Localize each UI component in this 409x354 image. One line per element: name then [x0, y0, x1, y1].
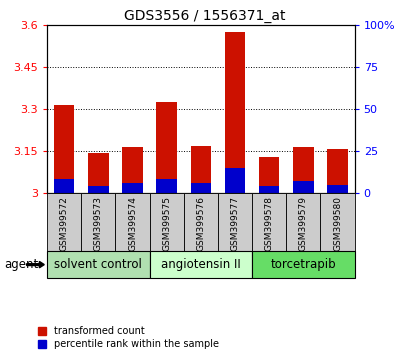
Text: torcetrapib: torcetrapib [270, 258, 335, 271]
FancyBboxPatch shape [183, 193, 218, 251]
Bar [292, 147, 313, 193]
Text: GSM399573: GSM399573 [94, 196, 103, 251]
Bar [258, 186, 279, 193]
Bar [190, 183, 211, 193]
Bar [156, 102, 177, 193]
FancyBboxPatch shape [47, 251, 149, 278]
FancyBboxPatch shape [81, 193, 115, 251]
FancyBboxPatch shape [285, 193, 320, 251]
FancyBboxPatch shape [252, 193, 285, 251]
Text: solvent control: solvent control [54, 258, 142, 271]
Bar [156, 179, 177, 193]
Text: GSM399576: GSM399576 [196, 196, 205, 251]
Text: GSM399578: GSM399578 [264, 196, 273, 251]
Bar [122, 147, 142, 193]
Bar [326, 149, 347, 193]
Bar [88, 186, 108, 193]
Text: GSM399579: GSM399579 [298, 196, 307, 251]
FancyBboxPatch shape [149, 251, 252, 278]
Bar [224, 168, 245, 193]
FancyBboxPatch shape [115, 193, 149, 251]
FancyBboxPatch shape [320, 193, 354, 251]
Bar [54, 179, 74, 193]
Bar [292, 181, 313, 193]
Bar [122, 183, 142, 193]
FancyBboxPatch shape [218, 193, 252, 251]
Text: GSM399580: GSM399580 [332, 196, 341, 251]
Text: GSM399577: GSM399577 [230, 196, 239, 251]
Text: GSM399574: GSM399574 [128, 196, 137, 251]
Text: GDS3556 / 1556371_at: GDS3556 / 1556371_at [124, 9, 285, 23]
Text: GSM399572: GSM399572 [60, 196, 69, 251]
Bar [258, 157, 279, 193]
Text: GSM399575: GSM399575 [162, 196, 171, 251]
Legend: transformed count, percentile rank within the sample: transformed count, percentile rank withi… [38, 326, 219, 349]
Bar [54, 105, 74, 193]
FancyBboxPatch shape [149, 193, 183, 251]
Bar [190, 146, 211, 193]
Text: agent: agent [4, 258, 38, 271]
FancyBboxPatch shape [47, 193, 81, 251]
FancyBboxPatch shape [252, 251, 354, 278]
Bar [326, 184, 347, 193]
Bar [88, 153, 108, 193]
Text: angiotensin II: angiotensin II [161, 258, 240, 271]
Bar [224, 32, 245, 193]
